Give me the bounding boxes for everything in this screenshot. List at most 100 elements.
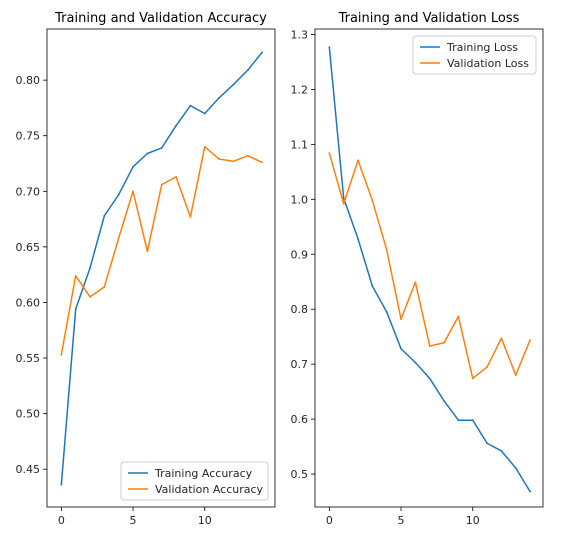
data-point bbox=[218, 97, 220, 99]
data-point bbox=[203, 145, 206, 148]
data-point bbox=[261, 51, 263, 54]
data-point bbox=[328, 46, 331, 49]
y-tick-label: 1.3 bbox=[291, 28, 309, 41]
data-point bbox=[60, 483, 63, 486]
data-point bbox=[342, 197, 345, 200]
y-tick-label: 1.2 bbox=[291, 83, 309, 96]
legend-label: Validation Loss bbox=[447, 57, 529, 70]
data-point bbox=[457, 419, 460, 422]
chart-panel-2: Training and Validation Loss 0 5 10 0.5 0.6 0.… bbox=[291, 11, 544, 527]
data-point bbox=[457, 315, 460, 318]
data-point bbox=[103, 285, 106, 288]
data-point bbox=[261, 161, 263, 164]
data-point bbox=[342, 202, 345, 205]
data-point bbox=[486, 442, 488, 445]
legend-box bbox=[120, 461, 269, 501]
y-tick-label: 1.0 bbox=[291, 193, 309, 206]
data-point bbox=[385, 248, 388, 251]
data-point bbox=[443, 400, 445, 402]
data-point bbox=[74, 308, 77, 311]
data-point bbox=[89, 296, 91, 298]
y-tick-label: 0.7 bbox=[291, 358, 309, 371]
data-point bbox=[146, 250, 149, 253]
chart-title: Training and Validation Loss bbox=[338, 11, 520, 26]
data-point bbox=[471, 377, 474, 380]
legend-label: Training Loss bbox=[446, 41, 518, 54]
data-point bbox=[443, 341, 445, 344]
data-point bbox=[414, 281, 417, 284]
data-point bbox=[428, 345, 431, 347]
series-line-2 bbox=[60, 146, 263, 355]
data-point bbox=[132, 165, 134, 168]
data-point bbox=[117, 193, 120, 196]
data-point bbox=[189, 104, 192, 107]
x-tick-label: 10 bbox=[198, 514, 212, 527]
legend-label: Training Accuracy bbox=[154, 467, 253, 480]
data-point bbox=[203, 112, 206, 115]
data-point bbox=[414, 361, 417, 364]
data-point bbox=[160, 147, 163, 149]
legend: Training Accuracy Validation Accuracy bbox=[120, 461, 269, 501]
data-point bbox=[175, 175, 177, 178]
data-point bbox=[486, 365, 488, 368]
y-tick-label: 0.50 bbox=[16, 408, 41, 421]
legend-label: Validation Accuracy bbox=[155, 483, 264, 496]
data-point bbox=[400, 347, 402, 350]
data-point bbox=[132, 190, 134, 193]
data-point bbox=[232, 160, 235, 163]
y-tick-label: 0.55 bbox=[16, 352, 41, 365]
chart-title: Training and Validation Accuracy bbox=[54, 11, 267, 26]
x-tick-label: 0 bbox=[58, 514, 65, 527]
data-point bbox=[471, 419, 474, 422]
data-point bbox=[103, 214, 106, 217]
data-point bbox=[357, 159, 359, 162]
y-tick-label: 0.6 bbox=[291, 413, 309, 426]
data-point bbox=[514, 374, 517, 377]
y-tick-label: 0.60 bbox=[16, 296, 41, 309]
x-tick-label: 10 bbox=[466, 514, 480, 527]
data-point bbox=[371, 285, 374, 288]
data-point bbox=[529, 339, 531, 341]
data-point bbox=[246, 69, 249, 72]
data-point bbox=[357, 237, 359, 240]
data-point bbox=[514, 467, 517, 469]
y-tick-label: 0.9 bbox=[291, 248, 309, 261]
data-point bbox=[328, 152, 331, 155]
legend: Training Loss Validation Loss bbox=[412, 35, 537, 75]
y-tick-label: 1.1 bbox=[291, 138, 309, 151]
data-point bbox=[146, 152, 149, 155]
data-point bbox=[371, 199, 374, 202]
data-point bbox=[189, 215, 192, 218]
data-point bbox=[74, 274, 77, 277]
x-tick-label: 0 bbox=[326, 514, 333, 527]
y-tick-label: 0.45 bbox=[16, 463, 41, 476]
chart-panel-1: Training and Validation Accuracy 0 5 10 0.45… bbox=[16, 11, 276, 527]
data-point bbox=[500, 337, 503, 340]
y-tick-label: 0.65 bbox=[16, 241, 41, 254]
data-point bbox=[175, 124, 177, 127]
data-point bbox=[232, 83, 235, 86]
data-point bbox=[89, 267, 91, 269]
series-line-2 bbox=[328, 152, 531, 380]
data-point bbox=[385, 311, 388, 313]
axes-frame bbox=[46, 28, 276, 508]
y-tick-label: 0.5 bbox=[291, 468, 309, 481]
data-point bbox=[246, 154, 249, 157]
y-tick-label: 0.75 bbox=[16, 130, 41, 143]
data-point bbox=[428, 377, 431, 380]
y-tick-label: 0.8 bbox=[291, 303, 309, 316]
data-point bbox=[529, 490, 531, 493]
y-tick-label: 0.70 bbox=[16, 185, 41, 198]
data-point bbox=[160, 183, 163, 186]
data-point bbox=[218, 158, 220, 160]
axes-frame bbox=[314, 28, 544, 508]
series-line-1 bbox=[60, 51, 263, 485]
data-point bbox=[400, 318, 402, 320]
data-point bbox=[117, 237, 120, 239]
data-point bbox=[60, 353, 63, 356]
legend-box bbox=[412, 35, 537, 75]
y-tick-label: 0.80 bbox=[16, 74, 41, 87]
x-tick-label: 5 bbox=[398, 514, 405, 527]
series-line-1 bbox=[328, 47, 531, 493]
